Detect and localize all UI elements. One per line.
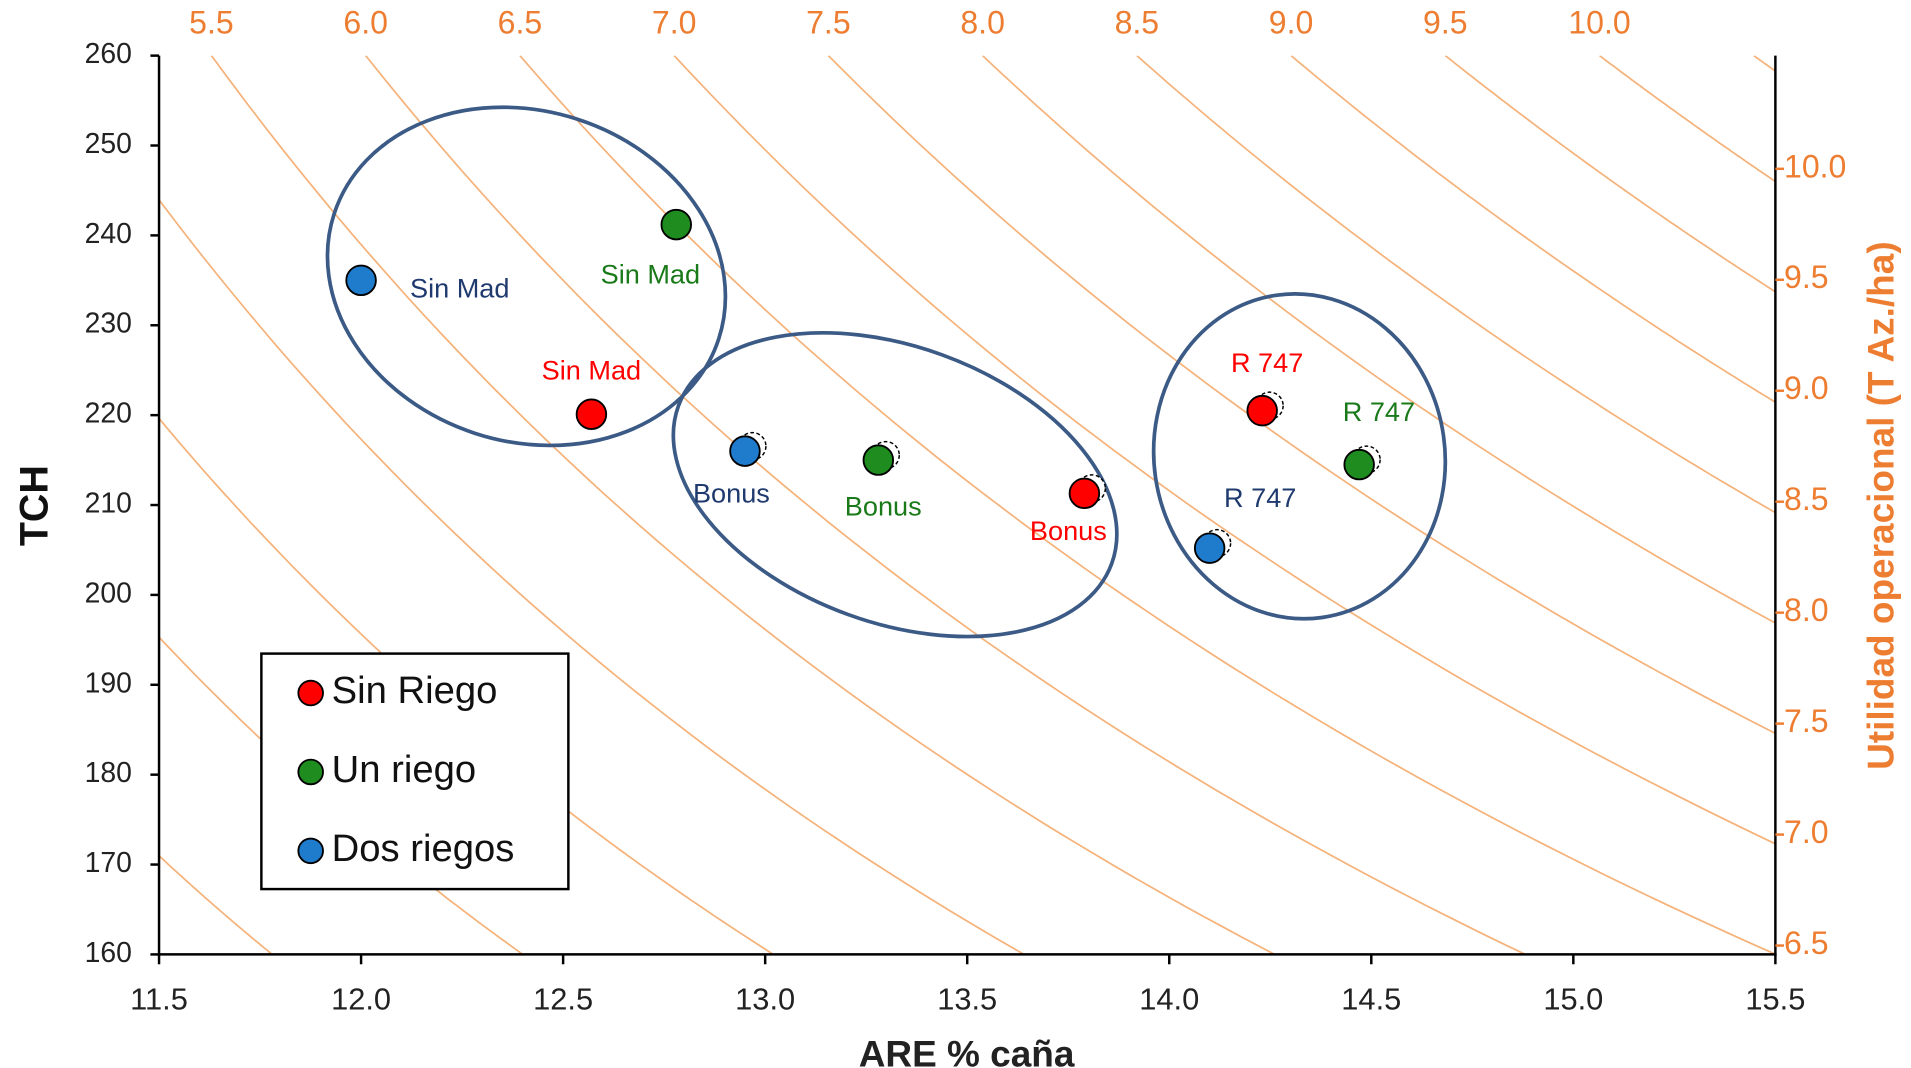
y-tick-label: 240 bbox=[85, 218, 132, 250]
y2-tick-label: 9.0 bbox=[1784, 370, 1829, 406]
point-label: Bonus bbox=[693, 478, 770, 509]
legend-marker bbox=[297, 837, 324, 865]
x-tick-label: 12.0 bbox=[331, 981, 391, 1016]
data-point bbox=[660, 208, 692, 241]
x2-tick-label: 10.0 bbox=[1568, 4, 1630, 40]
data-point bbox=[862, 444, 895, 476]
y2-tick-label: 8.0 bbox=[1784, 592, 1829, 628]
data-point bbox=[575, 398, 608, 430]
isolines bbox=[159, 55, 1776, 955]
point-label: R 747 bbox=[1343, 396, 1415, 427]
legend-marker bbox=[297, 679, 324, 707]
y2-tick-label: 6.5 bbox=[1784, 925, 1829, 961]
point-label: Sin Mad bbox=[542, 354, 641, 385]
data-point bbox=[1068, 477, 1101, 510]
y2-tick-label: 10.0 bbox=[1784, 148, 1846, 184]
data-point bbox=[345, 264, 377, 297]
x-tick-label: 13.5 bbox=[937, 981, 997, 1016]
y-tick-label: 190 bbox=[85, 667, 132, 699]
y2-tick-label: 7.0 bbox=[1784, 814, 1829, 850]
x-tick-label: 14.5 bbox=[1341, 981, 1401, 1016]
y2-tick-label: 9.5 bbox=[1784, 259, 1829, 295]
group-ellipses bbox=[325, 105, 1448, 639]
x2-tick-label: 6.0 bbox=[343, 4, 388, 40]
point-label: Sin Mad bbox=[410, 272, 509, 303]
isoline bbox=[159, 199, 1025, 955]
isoline bbox=[1753, 55, 1776, 72]
point-label: Bonus bbox=[845, 490, 922, 521]
isoline bbox=[982, 55, 1776, 624]
data-point bbox=[1246, 394, 1278, 427]
y-tick-label: 220 bbox=[85, 398, 132, 430]
group-ellipse bbox=[325, 105, 728, 448]
x2-tick-label: 8.0 bbox=[960, 4, 1005, 40]
x-tick-label: 14.0 bbox=[1139, 981, 1199, 1016]
y-axis-title: TCH bbox=[12, 465, 56, 546]
legend-label: Dos riegos bbox=[332, 827, 515, 870]
x-tick-label: 15.5 bbox=[1745, 981, 1805, 1016]
isoline bbox=[365, 55, 1526, 955]
x-tick-label: 15.0 bbox=[1543, 981, 1603, 1016]
point-label: R 747 bbox=[1224, 482, 1296, 513]
x-tick-label: 12.5 bbox=[533, 981, 593, 1016]
isoline bbox=[519, 55, 1776, 955]
y-tick-label: 230 bbox=[85, 308, 132, 340]
x2-tick-label: 8.5 bbox=[1115, 4, 1160, 40]
legend-marker bbox=[297, 758, 324, 786]
y-tick-label: 250 bbox=[85, 128, 132, 160]
y2-tick-label: 8.5 bbox=[1784, 481, 1829, 517]
isoline bbox=[210, 55, 1276, 955]
y-tick-label: 160 bbox=[85, 937, 132, 969]
y2-axis-title: Utilidad operacional (T Az./ha) bbox=[1861, 241, 1902, 770]
isoline bbox=[1290, 55, 1776, 403]
isoline bbox=[1599, 55, 1776, 183]
isoline bbox=[673, 55, 1776, 845]
x2-tick-label: 7.0 bbox=[652, 4, 697, 40]
x-axis-title: ARE % caña bbox=[859, 1034, 1075, 1068]
y-tick-label: 200 bbox=[85, 577, 132, 609]
x2-tick-label: 9.0 bbox=[1269, 4, 1314, 40]
point-label: R 747 bbox=[1231, 347, 1303, 378]
y-tick-label: 260 bbox=[85, 38, 132, 70]
y-tick-label: 180 bbox=[85, 757, 132, 789]
isoline bbox=[1444, 55, 1776, 293]
x-tick-label: 11.5 bbox=[130, 981, 188, 1016]
legend-label: Sin Riego bbox=[332, 669, 498, 712]
x-tick-label: 13.0 bbox=[735, 981, 795, 1016]
x2-tick-label: 5.5 bbox=[189, 4, 234, 40]
x2-tick-label: 7.5 bbox=[806, 4, 851, 40]
point-label: Sin Mad bbox=[601, 259, 700, 290]
group-ellipse bbox=[671, 330, 1119, 639]
point-label: Bonus bbox=[1030, 515, 1107, 546]
data-point bbox=[729, 435, 761, 467]
isoline bbox=[1136, 55, 1776, 514]
plot-marks: Sin Mad Bonus R 747 Sin Mad Bonus R 747 Sin Ma… bbox=[345, 208, 1415, 564]
y2-tick-label: 7.5 bbox=[1784, 703, 1829, 739]
isoline bbox=[159, 855, 273, 955]
data-point bbox=[1343, 448, 1375, 481]
y-tick-label: 170 bbox=[85, 847, 132, 879]
y-tick-label: 210 bbox=[85, 488, 132, 520]
isoline bbox=[827, 55, 1776, 735]
x2-tick-label: 6.5 bbox=[498, 4, 543, 40]
group-ellipse bbox=[1151, 292, 1448, 621]
data-point bbox=[1193, 532, 1226, 564]
legend-label: Un riego bbox=[332, 748, 476, 791]
x2-tick-label: 9.5 bbox=[1423, 4, 1468, 40]
